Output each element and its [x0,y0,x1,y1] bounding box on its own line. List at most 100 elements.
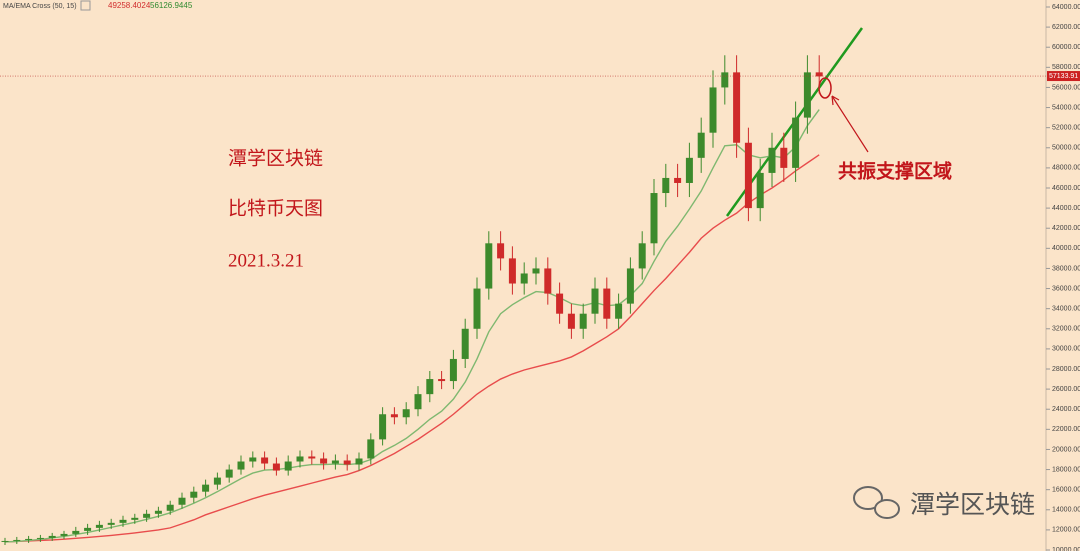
y-tick-label: 64000.00 [1052,4,1080,11]
y-tick-label: 50000.00 [1052,145,1080,152]
y-tick-label: 56000.00 [1052,84,1080,91]
candle-body [426,379,434,395]
candle-body [107,522,115,525]
candle-body [60,533,68,536]
candle-body [390,414,398,418]
y-tick-label: 58000.00 [1052,64,1080,71]
candle-body [190,491,198,498]
indicator-value: 56126.9445 [150,1,193,10]
annotation: 潭学区块链 [228,147,323,169]
candle-body [497,243,505,259]
candle-body [249,457,257,462]
price-label: 57133.91 [1049,73,1078,80]
candle-body [166,504,174,511]
candle-body [520,273,528,284]
candle-body [284,461,292,471]
candle-body [154,510,162,514]
candle-body [13,539,21,541]
candle-body [95,524,103,528]
price-label-box [1047,71,1080,82]
candle-body [532,268,540,274]
y-tick-label: 34000.00 [1052,306,1080,313]
candle-body [48,535,56,538]
candle-body [36,537,44,539]
candle-body [473,288,481,329]
candle-body [721,72,729,88]
y-tick-label: 62000.00 [1052,24,1080,31]
y-tick-label: 12000.00 [1052,527,1080,534]
y-tick-label: 10000.00 [1052,547,1080,551]
y-tick-label: 40000.00 [1052,245,1080,252]
ma-line [4,154,820,543]
candle-body [591,288,599,314]
icon[interactable] [80,0,91,11]
candle-body [131,517,139,520]
candle-body [379,414,387,440]
y-tick-label: 38000.00 [1052,265,1080,272]
candle-body [756,172,764,209]
y-tick-label: 20000.00 [1052,446,1080,453]
candle-body [733,72,741,143]
y-tick-label: 22000.00 [1052,426,1080,433]
candle-body [792,117,800,168]
candle-body [402,409,410,418]
y-tick-label: 36000.00 [1052,285,1080,292]
ma-line [4,109,820,543]
candle-body [202,484,210,492]
candle-body [744,142,752,209]
candle-body [556,293,564,314]
candle-body [449,358,457,382]
candle-body [697,132,705,158]
legend-box [2,1,64,12]
candle-body [579,313,587,329]
arrow-head [831,95,840,106]
y-tick-label: 18000.00 [1052,466,1080,473]
candle-body [331,460,339,464]
candle-body [438,379,446,382]
arrow [831,95,869,153]
annotation: 共振支撑区域 [838,159,952,182]
candle-body [237,461,245,470]
candle-body [261,457,269,464]
candle-body [1,540,9,542]
candle-body [296,456,304,462]
y-tick-label: 54000.00 [1052,104,1080,111]
candle-body [508,258,516,284]
candle-body [225,469,233,478]
y-tick-label: 30000.00 [1052,346,1080,353]
indicator-name: MA/EMA Cross (50, 15) [3,3,77,10]
candle-body [780,147,788,168]
candle-body [485,243,493,289]
wechat-icon [853,486,900,519]
candle-body [603,288,611,319]
candle-body [803,72,811,118]
candle-body [414,394,422,410]
annotation: 2021.3.21 [228,250,304,271]
candle-body [626,268,634,304]
annotation: 比特币天图 [228,197,323,219]
candle-body [674,177,682,183]
candle-body [272,463,280,471]
candle-body [355,458,363,465]
y-tick-label: 32000.00 [1052,326,1080,333]
y-tick-label: 26000.00 [1052,386,1080,393]
candle-body [178,497,186,505]
y-tick-label: 48000.00 [1052,165,1080,172]
candle-body [367,439,375,459]
candle-body [615,303,623,319]
candle-body [638,243,646,269]
candle-body [815,72,823,77]
y-tick-label: 24000.00 [1052,406,1080,413]
candle-body [650,193,658,244]
y-tick-label: 52000.00 [1052,125,1080,132]
candle-body [308,456,316,459]
candle-body [461,328,469,359]
candle-body [567,313,575,329]
candle-body [343,460,351,465]
indicator-value: 49258.4024 [108,1,151,10]
candle-body [544,268,552,294]
y-tick-label: 28000.00 [1052,366,1080,373]
